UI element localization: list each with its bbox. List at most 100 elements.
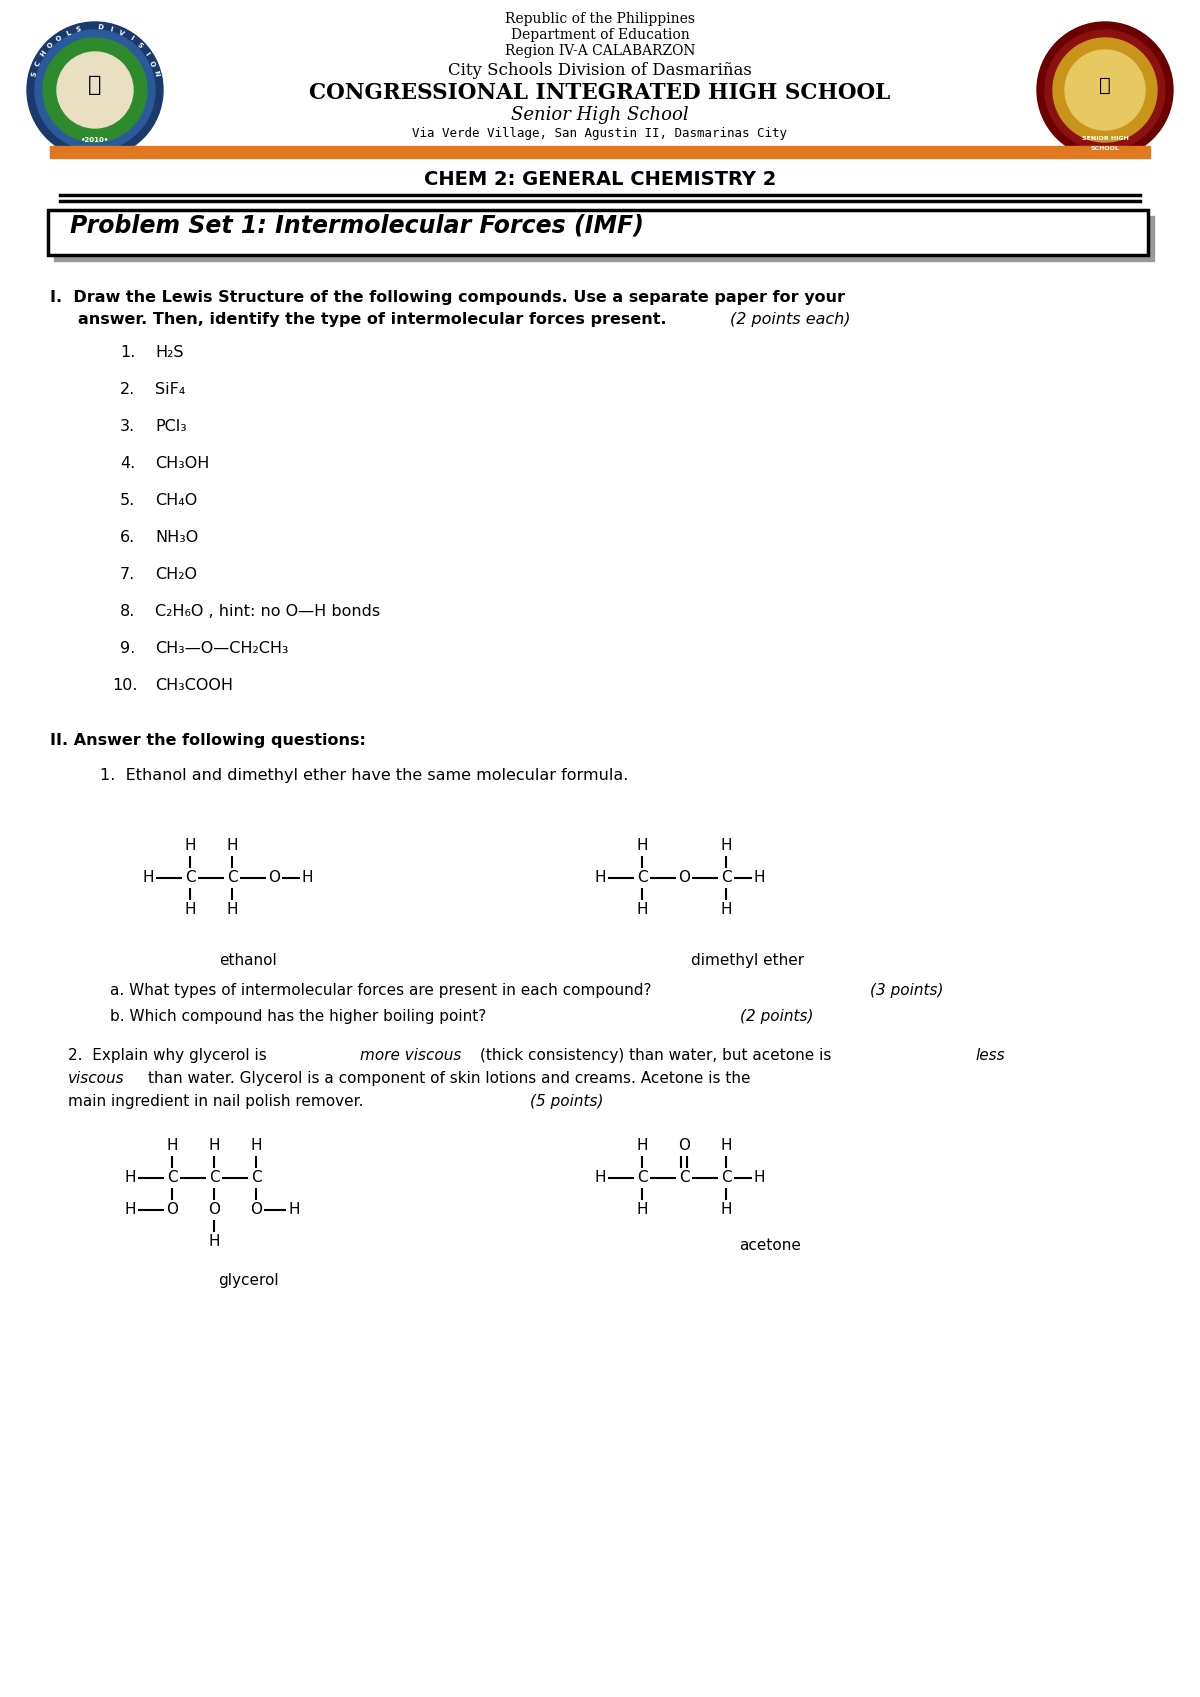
Text: 1.: 1. bbox=[120, 344, 136, 360]
Text: H: H bbox=[227, 838, 238, 854]
Text: Problem Set 1: Intermolecular Forces (IMF): Problem Set 1: Intermolecular Forces (IM… bbox=[70, 214, 644, 238]
Text: L: L bbox=[65, 29, 72, 37]
Text: H: H bbox=[594, 871, 606, 886]
Text: O: O bbox=[148, 59, 156, 68]
Text: H: H bbox=[636, 1203, 648, 1217]
Text: H: H bbox=[185, 903, 196, 918]
Text: H: H bbox=[754, 871, 766, 886]
Text: 2.  Explain why glycerol is: 2. Explain why glycerol is bbox=[68, 1049, 271, 1062]
Text: O: O bbox=[47, 41, 55, 49]
Text: I: I bbox=[109, 25, 113, 32]
Text: S: S bbox=[31, 71, 37, 76]
Text: (thick consistency) than water, but acetone is: (thick consistency) than water, but acet… bbox=[480, 1049, 832, 1062]
Text: C: C bbox=[34, 59, 42, 66]
Text: (2 points each): (2 points each) bbox=[730, 312, 851, 328]
Bar bbox=[48, 210, 1148, 255]
Text: H: H bbox=[125, 1203, 136, 1217]
Text: O: O bbox=[678, 1139, 690, 1154]
Text: (3 points): (3 points) bbox=[870, 983, 943, 998]
Bar bbox=[50, 146, 1150, 158]
Text: 🏛: 🏛 bbox=[89, 75, 102, 95]
Text: V: V bbox=[118, 29, 125, 37]
Text: C₂H₆O , hint: no O—H bonds: C₂H₆O , hint: no O—H bonds bbox=[155, 604, 380, 619]
Text: b. Which compound has the higher boiling point?: b. Which compound has the higher boiling… bbox=[110, 1010, 486, 1023]
Text: C: C bbox=[637, 871, 647, 886]
Circle shape bbox=[35, 31, 155, 149]
Text: 8.: 8. bbox=[120, 604, 136, 619]
Text: C: C bbox=[721, 871, 731, 886]
Text: H: H bbox=[754, 1171, 766, 1186]
Text: C: C bbox=[167, 1171, 178, 1186]
Text: Republic of the Philippines: Republic of the Philippines bbox=[505, 12, 695, 25]
Text: O: O bbox=[268, 871, 280, 886]
Text: H: H bbox=[288, 1203, 300, 1217]
Text: I: I bbox=[144, 51, 150, 56]
Text: 7.: 7. bbox=[120, 567, 136, 582]
Text: SiF₄: SiF₄ bbox=[155, 382, 185, 397]
Text: CH₄O: CH₄O bbox=[155, 494, 197, 507]
Text: O: O bbox=[250, 1203, 262, 1217]
Text: C: C bbox=[227, 871, 238, 886]
Text: PCl₃: PCl₃ bbox=[155, 419, 187, 434]
Circle shape bbox=[1037, 22, 1174, 158]
Text: H: H bbox=[209, 1234, 220, 1249]
Text: (2 points): (2 points) bbox=[740, 1010, 814, 1023]
Circle shape bbox=[58, 53, 133, 127]
Text: CONGRESSIONAL INTEGRATED HIGH SCHOOL: CONGRESSIONAL INTEGRATED HIGH SCHOOL bbox=[310, 81, 890, 104]
Text: O: O bbox=[208, 1203, 220, 1217]
Text: ethanol: ethanol bbox=[220, 954, 277, 967]
Text: C: C bbox=[637, 1171, 647, 1186]
Circle shape bbox=[43, 37, 148, 143]
Circle shape bbox=[1045, 31, 1165, 149]
Text: 6.: 6. bbox=[120, 529, 136, 545]
Text: less: less bbox=[974, 1049, 1004, 1062]
Text: H: H bbox=[125, 1171, 136, 1186]
Text: H: H bbox=[209, 1139, 220, 1154]
Text: H: H bbox=[143, 871, 154, 886]
Text: CHEM 2: GENERAL CHEMISTRY 2: CHEM 2: GENERAL CHEMISTRY 2 bbox=[424, 170, 776, 188]
Text: CH₂O: CH₂O bbox=[155, 567, 197, 582]
Text: H: H bbox=[40, 49, 48, 58]
Text: H: H bbox=[636, 838, 648, 854]
Text: Via Verde Village, San Agustin II, Dasmarinas City: Via Verde Village, San Agustin II, Dasma… bbox=[413, 127, 787, 139]
Text: H₂S: H₂S bbox=[155, 344, 184, 360]
Text: C: C bbox=[251, 1171, 262, 1186]
Text: H: H bbox=[167, 1139, 178, 1154]
Text: 3.: 3. bbox=[120, 419, 136, 434]
Circle shape bbox=[1066, 49, 1145, 131]
Text: H: H bbox=[636, 903, 648, 918]
Bar bbox=[54, 216, 1154, 261]
Text: than water. Glycerol is a component of skin lotions and creams. Acetone is the: than water. Glycerol is a component of s… bbox=[148, 1071, 750, 1086]
Circle shape bbox=[28, 22, 163, 158]
Text: H: H bbox=[720, 1203, 732, 1217]
Text: I: I bbox=[128, 36, 134, 41]
Text: more viscous: more viscous bbox=[360, 1049, 461, 1062]
Text: a. What types of intermolecular forces are present in each compound?: a. What types of intermolecular forces a… bbox=[110, 983, 652, 998]
Text: CH₃—O—CH₂CH₃: CH₃—O—CH₂CH₃ bbox=[155, 641, 288, 657]
Text: Senior High School: Senior High School bbox=[511, 105, 689, 124]
Text: C: C bbox=[679, 1171, 689, 1186]
Text: 9.: 9. bbox=[120, 641, 136, 657]
Text: 📚: 📚 bbox=[1099, 75, 1111, 95]
Text: D: D bbox=[97, 24, 103, 31]
Text: N: N bbox=[152, 70, 160, 78]
Text: C: C bbox=[209, 1171, 220, 1186]
Text: S: S bbox=[136, 41, 144, 49]
Text: City Schools Division of Dasmariñas: City Schools Division of Dasmariñas bbox=[448, 63, 752, 80]
Text: 5.: 5. bbox=[120, 494, 136, 507]
Text: 10.: 10. bbox=[112, 679, 138, 692]
Text: CH₃OH: CH₃OH bbox=[155, 456, 209, 472]
Text: main ingredient in nail polish remover.: main ingredient in nail polish remover. bbox=[68, 1095, 364, 1110]
Text: C: C bbox=[721, 1171, 731, 1186]
Text: CH₃COOH: CH₃COOH bbox=[155, 679, 233, 692]
Text: SCHOOL: SCHOOL bbox=[1091, 146, 1120, 151]
Text: H: H bbox=[720, 838, 732, 854]
Text: H: H bbox=[185, 838, 196, 854]
Text: H: H bbox=[720, 903, 732, 918]
Text: H: H bbox=[720, 1139, 732, 1154]
Text: 2.: 2. bbox=[120, 382, 136, 397]
Text: C: C bbox=[185, 871, 196, 886]
Text: 1.  Ethanol and dimethyl ether have the same molecular formula.: 1. Ethanol and dimethyl ether have the s… bbox=[100, 769, 629, 782]
Text: II. Answer the following questions:: II. Answer the following questions: bbox=[50, 733, 366, 748]
Text: O: O bbox=[55, 34, 64, 42]
